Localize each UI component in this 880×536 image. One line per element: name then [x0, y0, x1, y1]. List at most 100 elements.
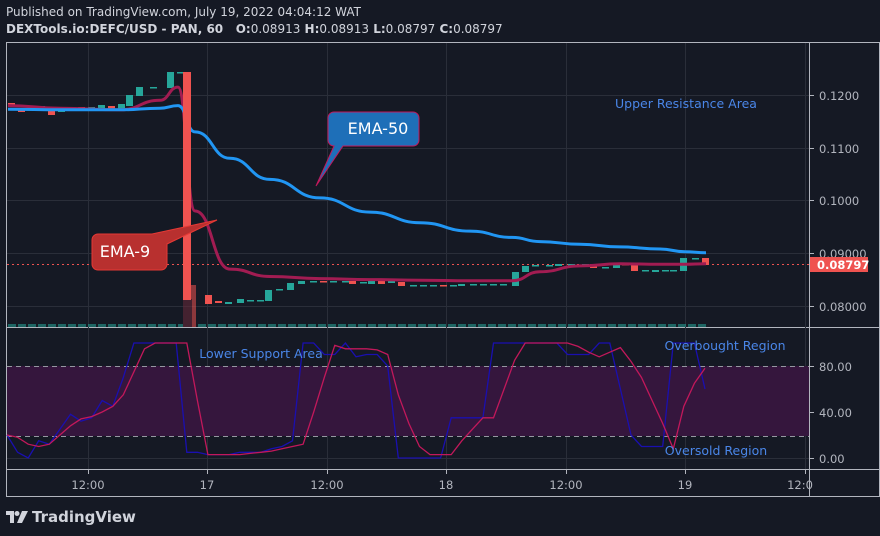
ema-50-callout[interactable]: EMA-50	[315, 111, 420, 187]
open-label: O:	[235, 22, 251, 36]
candle[interactable]	[378, 280, 385, 284]
candle[interactable]	[276, 289, 283, 291]
candle[interactable]	[360, 282, 367, 284]
high-value: 0.08913	[319, 22, 369, 36]
oversold-label: Oversold Region	[665, 443, 767, 458]
candle[interactable]	[602, 267, 609, 269]
stochastic-band-fill	[7, 366, 809, 436]
candle[interactable]	[118, 104, 125, 109]
osc-tick: 80.00	[819, 360, 852, 374]
candle[interactable]	[247, 300, 254, 302]
candle[interactable]	[546, 265, 553, 267]
tradingview-logo[interactable]: TradingView	[6, 508, 136, 526]
candle[interactable]	[368, 279, 375, 284]
candle[interactable]	[522, 266, 529, 272]
candle[interactable]	[430, 285, 437, 287]
candle[interactable]	[398, 282, 405, 286]
candle[interactable]	[662, 270, 669, 272]
candle[interactable]	[342, 281, 349, 283]
ema-9-line[interactable]	[7, 85, 707, 283]
candle[interactable]	[440, 285, 447, 287]
close-label: C:	[439, 22, 454, 36]
lower-support-label: Lower Support Area	[199, 346, 323, 361]
candle[interactable]	[410, 285, 417, 287]
time-tick: 12:0	[787, 478, 813, 492]
candle[interactable]	[205, 295, 212, 304]
candle[interactable]	[420, 285, 427, 287]
ema-9-label: EMA-9	[100, 242, 150, 261]
price-tick: 0.1200	[819, 89, 859, 103]
candle[interactable]	[167, 72, 174, 88]
symbol-name[interactable]: DEXTools.io:DEFC/USD - PAN, 60	[6, 22, 224, 36]
time-tick: 18	[439, 478, 454, 492]
upper-resistance-label: Upper Resistance Area	[615, 96, 757, 111]
candle[interactable]	[532, 265, 539, 267]
time-tick: 19	[678, 478, 693, 492]
candle[interactable]	[692, 258, 699, 260]
candle[interactable]	[225, 302, 232, 304]
time-tick: 17	[200, 478, 215, 492]
tradingview-brand: TradingView	[32, 508, 136, 526]
high-label: H:	[304, 22, 320, 36]
candle[interactable]	[48, 109, 55, 115]
osc-tick: 40.00	[819, 406, 852, 420]
candle[interactable]	[177, 72, 184, 74]
time-tick: 12:00	[310, 478, 343, 492]
candle[interactable]	[126, 95, 133, 106]
open-value: 0.08913	[250, 22, 301, 36]
candle[interactable]	[237, 299, 244, 303]
candle[interactable]	[215, 301, 222, 303]
candle[interactable]	[287, 283, 294, 290]
candle[interactable]	[257, 300, 264, 302]
candle[interactable]	[652, 270, 659, 272]
candle[interactable]	[310, 281, 317, 283]
tradingview-logo-icon	[6, 511, 28, 523]
candle[interactable]	[568, 264, 575, 266]
candle[interactable]	[298, 281, 305, 284]
time-tick: 12:00	[71, 478, 104, 492]
candle[interactable]	[108, 106, 115, 110]
last-price-badge	[810, 257, 868, 272]
crash-candle[interactable]	[183, 72, 191, 300]
close-value: 0.08797	[453, 22, 503, 36]
overbought-label: Overbought Region	[664, 338, 785, 353]
candle[interactable]	[136, 87, 143, 96]
low-value: 0.08797	[385, 22, 436, 36]
stochastic-d-line[interactable]	[6, 342, 706, 456]
candle[interactable]	[702, 258, 709, 265]
ema-9-callout[interactable]: EMA-9	[91, 219, 218, 271]
candle[interactable]	[670, 270, 677, 272]
volume-bars	[8, 285, 706, 327]
candle[interactable]	[631, 264, 638, 271]
ema-50-label: EMA-50	[348, 119, 409, 138]
candle[interactable]	[98, 105, 105, 110]
candle[interactable]	[490, 284, 497, 286]
candle[interactable]	[470, 284, 477, 286]
candle[interactable]	[458, 284, 465, 286]
time-axis[interactable]: 12:00 17 12:00 18 12:00 19 12:0	[71, 470, 813, 492]
price-tick: 0.1100	[819, 142, 859, 156]
osc-tick: 0.00	[819, 452, 845, 466]
price-tick: 0.08000	[819, 300, 867, 314]
candle[interactable]	[500, 284, 507, 286]
published-info: Published on TradingView.com, July 19, 2…	[6, 5, 361, 19]
candle[interactable]	[613, 264, 620, 268]
price-tick: 0.1000	[819, 194, 859, 208]
candle[interactable]	[450, 285, 457, 287]
symbol-legend: DEXTools.io:DEFC/USD - PAN, 60 O:0.08913…	[6, 22, 503, 36]
candle[interactable]	[150, 87, 157, 89]
oscillator-axis[interactable]: 80.00 40.00 0.00	[810, 360, 852, 466]
candle[interactable]	[330, 281, 337, 283]
time-tick: 12:00	[549, 478, 582, 492]
stochastic-k-line[interactable]	[6, 341, 706, 459]
candle[interactable]	[388, 281, 395, 283]
price-axis[interactable]: 0.1200 0.1100 0.1000 0.09000 0.08000	[810, 89, 867, 314]
candle[interactable]	[265, 290, 272, 301]
candle[interactable]	[555, 264, 562, 266]
candle[interactable]	[349, 281, 356, 284]
candle[interactable]	[320, 281, 327, 283]
candle[interactable]	[642, 270, 649, 272]
candle[interactable]	[480, 284, 487, 286]
ema-50-line[interactable]	[7, 104, 707, 255]
